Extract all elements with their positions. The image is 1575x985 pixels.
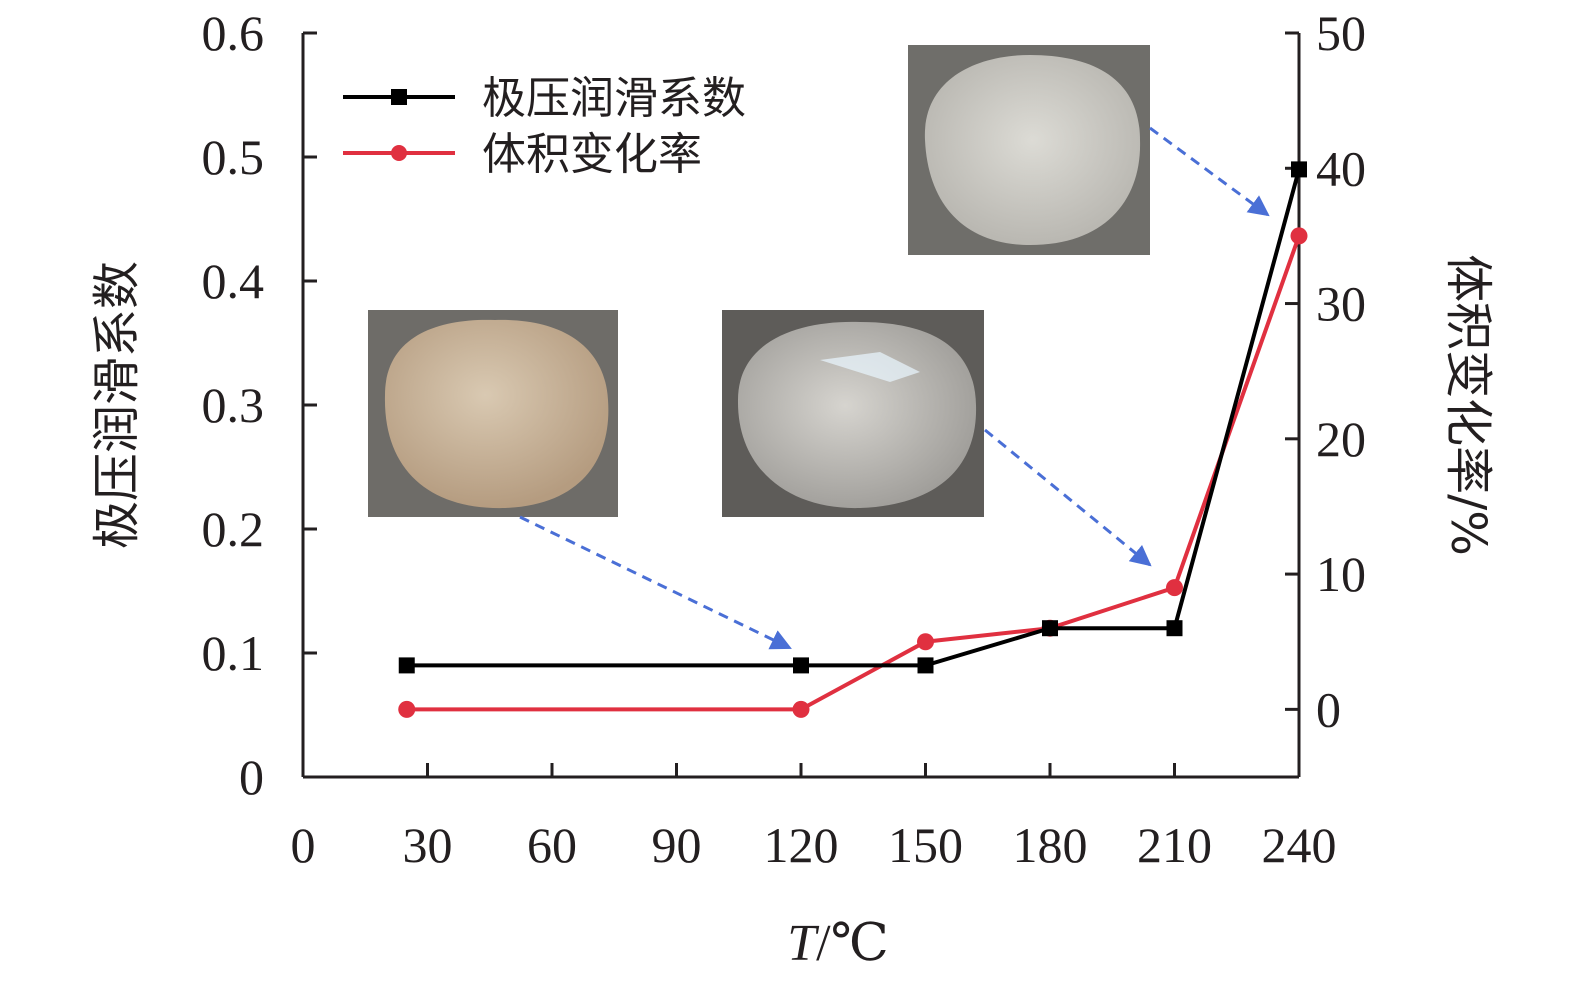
data-point-lubrication bbox=[793, 657, 809, 674]
x-axis-label-variable: T bbox=[787, 915, 819, 972]
y-left-tick-label: 0.5 bbox=[202, 129, 265, 185]
legend: 极压润滑系数 体积变化率 bbox=[343, 73, 746, 180]
x-tick-label: 150 bbox=[888, 817, 963, 873]
arrow-to-240 bbox=[1149, 126, 1270, 217]
x-tick-label: 90 bbox=[652, 817, 702, 873]
x-tick-label: 240 bbox=[1262, 817, 1337, 873]
y-left-tick-label: 0 bbox=[239, 749, 264, 805]
data-point-volume bbox=[917, 633, 934, 651]
data-point-lubrication bbox=[1291, 161, 1307, 178]
y-right-tick-label: 40 bbox=[1316, 140, 1366, 196]
photo-inset-3 bbox=[908, 45, 1150, 255]
x-axis-label-unit: /℃ bbox=[816, 915, 889, 972]
x-tick-label: 30 bbox=[403, 817, 453, 873]
data-point-lubrication bbox=[1042, 620, 1058, 637]
legend-label-volume: 体积变化率 bbox=[482, 129, 702, 180]
y-left-tick-label: 0.1 bbox=[202, 625, 265, 681]
y-right-tick-label: 20 bbox=[1316, 411, 1366, 467]
y-left-tick-label: 0.6 bbox=[202, 5, 265, 61]
data-point-lubrication bbox=[398, 657, 415, 674]
y-right-tick-label: 10 bbox=[1316, 546, 1366, 602]
x-axis-label: T/℃ bbox=[787, 915, 889, 972]
y-axis-left-label: 极压润滑系数 bbox=[89, 261, 145, 549]
data-point-volume bbox=[1290, 227, 1308, 245]
legend-marker-volume bbox=[391, 145, 407, 161]
series-line-volume bbox=[406, 235, 1301, 712]
arrow-to-210 bbox=[984, 428, 1152, 567]
y-left-tick-label: 0.3 bbox=[202, 377, 265, 433]
data-point-lubrication bbox=[917, 657, 934, 674]
data-point-volume bbox=[792, 700, 810, 718]
data-point-volume bbox=[1166, 579, 1183, 597]
arrow-to-120 bbox=[519, 515, 792, 650]
legend-label-lubrication: 极压润滑系数 bbox=[482, 73, 746, 124]
y-right-tick-label: 30 bbox=[1316, 276, 1366, 332]
y-left-tick-label: 0.4 bbox=[202, 253, 265, 309]
x-tick-label: 120 bbox=[764, 817, 839, 873]
x-tick-label: 0 bbox=[291, 817, 316, 873]
y-right-tick-label: 0 bbox=[1316, 681, 1341, 737]
legend-marker-lubrication bbox=[391, 89, 407, 105]
x-tick-label: 60 bbox=[527, 817, 577, 873]
x-tick-label: 210 bbox=[1137, 817, 1212, 873]
x-tick-label: 180 bbox=[1013, 817, 1088, 873]
data-point-lubrication bbox=[1166, 620, 1183, 637]
series-line-lubrication bbox=[406, 168, 1301, 668]
y-axis-right-label: 体积变化率/% bbox=[1440, 254, 1496, 556]
photo-inset-2 bbox=[722, 310, 984, 517]
photo-inset-1 bbox=[368, 310, 618, 517]
data-point-volume bbox=[398, 700, 416, 718]
annotation-arrows bbox=[519, 126, 1270, 650]
y-right-tick-label: 50 bbox=[1316, 5, 1366, 61]
y-left-tick-label: 0.2 bbox=[202, 501, 265, 557]
